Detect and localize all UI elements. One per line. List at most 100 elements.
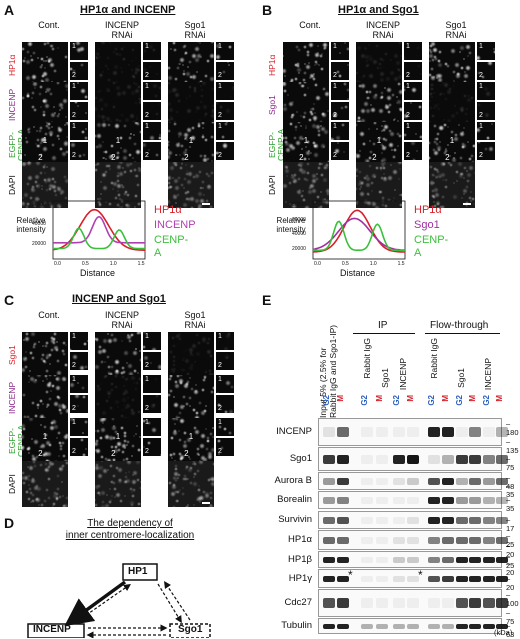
inset-1: 1 [404, 122, 422, 140]
inset-number: 2 [72, 362, 76, 369]
node-hp1: HP1 [128, 566, 148, 577]
blot-label: HP1β [288, 553, 312, 565]
blot-band [323, 427, 335, 438]
blot-band [442, 598, 454, 609]
blot-band [428, 497, 440, 504]
scale-bar [463, 203, 471, 205]
blot-band [469, 575, 481, 583]
inset-number: 2 [72, 405, 76, 412]
column-header: Cont. [38, 310, 60, 320]
blot-band [442, 623, 454, 630]
blot-band [393, 497, 405, 504]
blot-band [456, 557, 468, 564]
inset-number: 2 [218, 405, 222, 412]
panel-a-label: A [4, 2, 15, 18]
blot-band [376, 598, 388, 609]
blot-band [361, 598, 373, 609]
inset-1: 1 [216, 42, 234, 60]
blot-band [393, 598, 405, 609]
inset-number: 2 [218, 448, 222, 455]
blot-label: HP1α [288, 534, 312, 545]
blot-band [361, 427, 373, 438]
blot-band [323, 478, 335, 485]
phase-g2-label: G2 [482, 395, 491, 406]
blot-band [428, 598, 440, 609]
inset-1: 1 [216, 122, 234, 140]
mw-marker: –25 [506, 531, 515, 549]
inset-number: 2 [145, 405, 149, 412]
blot-band [337, 557, 349, 564]
inset-1: 1 [143, 122, 161, 140]
blot-band [428, 455, 440, 464]
inset-number: 2 [218, 362, 222, 369]
inset-1: 1 [70, 375, 88, 393]
blot-band [361, 497, 373, 504]
blot-band [337, 537, 349, 544]
inset-2: 2 [70, 142, 88, 160]
micrograph [283, 42, 329, 88]
legend-entry: HP1α [414, 204, 442, 216]
blot-band [496, 623, 508, 630]
inset-number: 1 [333, 43, 337, 50]
blot-band [442, 517, 454, 524]
inset-2: 2 [331, 102, 349, 120]
inset-number: 1 [72, 123, 76, 130]
micrograph [22, 162, 68, 208]
ft-lane-label: INCENP [483, 358, 493, 391]
y-tick-label: 60000 [32, 202, 46, 208]
panel-d-label: D [4, 515, 15, 531]
y-tick-label: 40000 [32, 221, 46, 228]
blot-band [407, 537, 419, 544]
x-tick-label: 0.0 [54, 261, 61, 267]
phase-m-label: M [375, 395, 384, 402]
micrograph [356, 42, 402, 88]
inset-number: 2 [218, 152, 222, 159]
blot-band [407, 517, 419, 524]
inset-number: 1 [145, 376, 149, 383]
mw-marker: –17 [506, 515, 515, 533]
x-tick-label: 0.5 [81, 261, 89, 267]
inset-2: 2 [143, 102, 161, 120]
inset-1: 1 [70, 122, 88, 140]
blot-band [496, 598, 508, 609]
blot-label: HP1γ [288, 572, 312, 584]
blot-band [428, 557, 440, 564]
centromere-number: 1 [188, 431, 194, 441]
phase-g2-label: G2 [455, 395, 464, 406]
blot-band [496, 478, 508, 485]
inset-2: 2 [143, 352, 161, 370]
blot-band [496, 557, 508, 564]
inset-number: 2 [479, 112, 483, 119]
blot-band [337, 497, 349, 504]
flow-through-header-line [425, 333, 500, 334]
node-incenp-box [27, 623, 85, 638]
micrograph [22, 82, 68, 128]
blot-band [469, 537, 481, 544]
blot-band [393, 455, 405, 464]
centromere-number: 2 [372, 153, 377, 163]
inset-number: 2 [479, 152, 483, 159]
inset-2: 2 [477, 142, 495, 160]
blot-band [456, 517, 468, 524]
blot-band [361, 623, 373, 630]
inset-1: 1 [216, 82, 234, 100]
blot-band [442, 478, 454, 485]
blot-band [376, 497, 388, 504]
blot-band [496, 517, 508, 524]
inset-2: 2 [70, 62, 88, 80]
blot-band [442, 427, 454, 438]
blot-band [483, 557, 495, 564]
blot-band [469, 623, 481, 630]
phase-g2-label: G2 [360, 395, 369, 406]
inset-number: 2 [72, 152, 76, 159]
phase-g2-label: G2 [322, 395, 331, 406]
inset-2: 2 [477, 102, 495, 120]
inset-2: 2 [216, 142, 234, 160]
phase-g2-label: G2 [427, 395, 436, 406]
x-axis-label: Distance [340, 268, 376, 278]
blot-label: Cdc27 [284, 597, 312, 608]
